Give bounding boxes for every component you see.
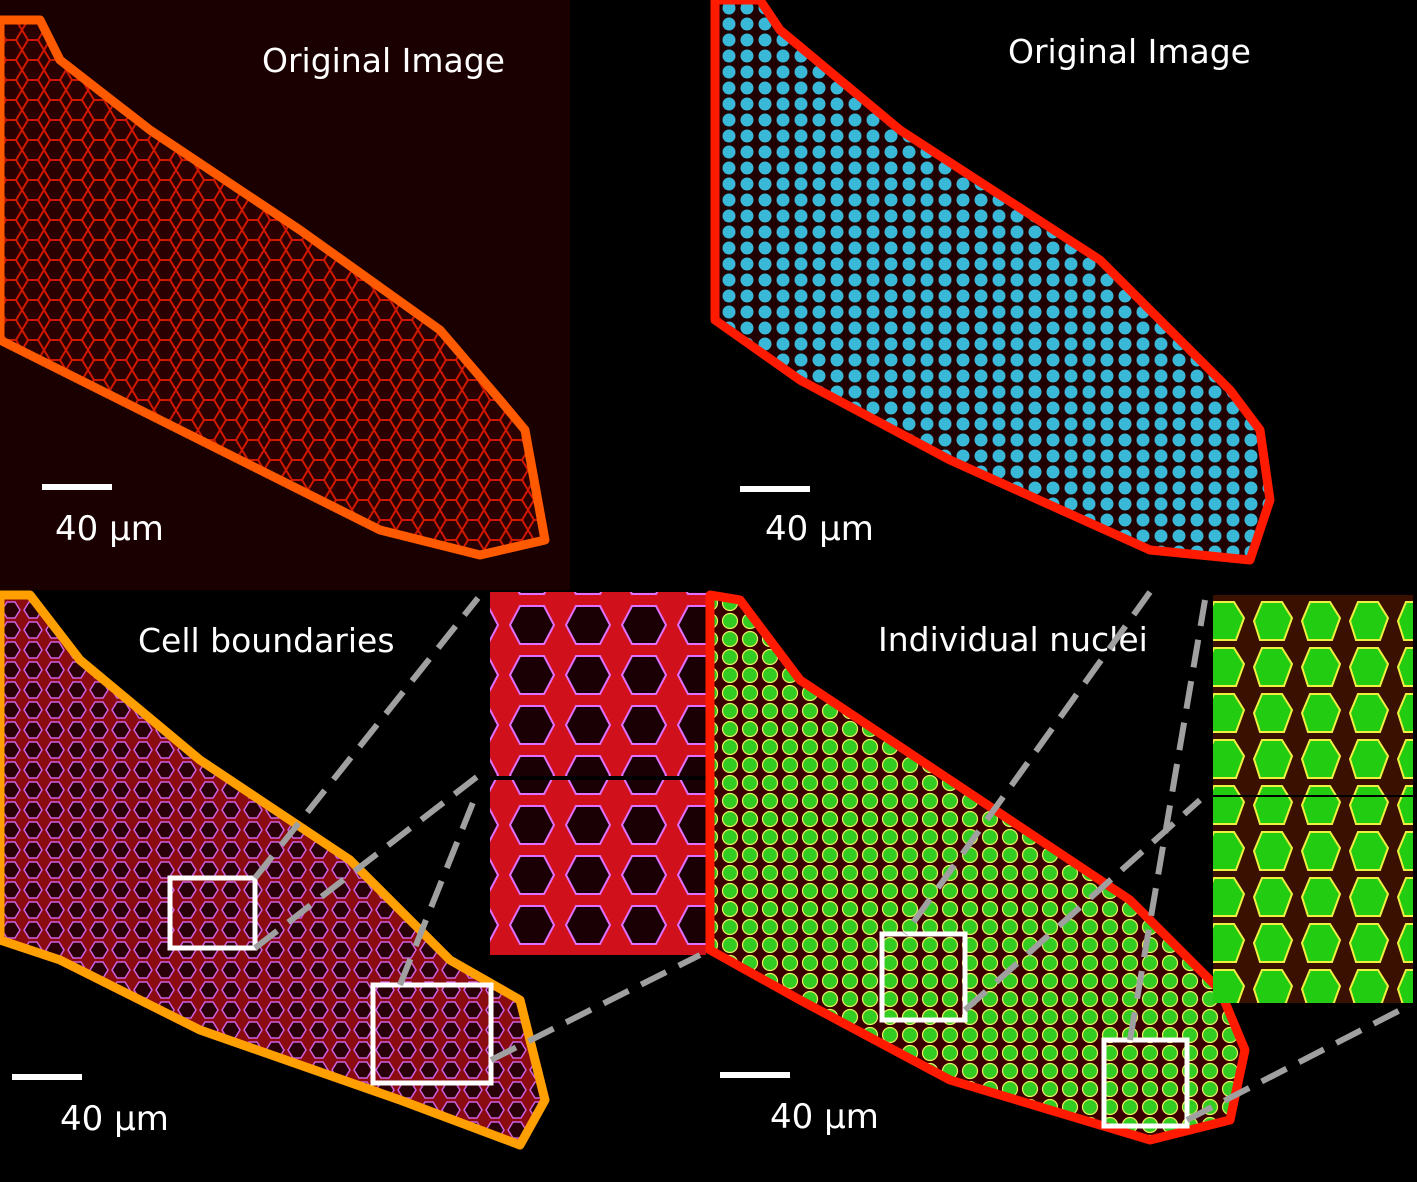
scale-bar-label: 40 μm	[770, 1097, 879, 1137]
panel-original-nuclei: Original Image 40 μm	[710, 0, 1275, 565]
zoom-box	[370, 982, 494, 1086]
panel-cell-boundaries: Cell boundaries 40 μm	[0, 590, 706, 1150]
scale-bar	[740, 486, 810, 492]
zoom-inset-top	[490, 592, 706, 776]
panel-label: Cell boundaries	[138, 621, 395, 660]
dashed-connectors	[252, 596, 702, 1063]
dashed-connectors	[902, 590, 1412, 1123]
scale-bar	[720, 1072, 790, 1078]
panel-label: Individual nuclei	[878, 620, 1148, 659]
scale-bar-label: 40 μm	[55, 509, 164, 549]
scale-bar-label: 40 μm	[765, 509, 874, 549]
zoom-inset-top	[1213, 595, 1413, 795]
panel-original-membrane: Original Image 40 μm	[0, 0, 570, 590]
panel-label: Original Image	[1008, 32, 1251, 71]
scale-bar	[12, 1074, 82, 1080]
zoom-box	[167, 875, 258, 951]
scale-bar	[42, 484, 112, 490]
tissue-membrane-stain	[0, 15, 550, 560]
zoom-inset-bottom	[1213, 797, 1413, 1003]
tissue-segmented-nuclei	[705, 590, 1250, 1145]
scale-bar-label: 40 μm	[60, 1099, 169, 1139]
zoom-box	[1101, 1037, 1190, 1129]
zoom-box	[879, 931, 968, 1023]
tissue-segmented-boundaries	[0, 590, 550, 1150]
tissue-nuclei-stain	[710, 0, 1275, 565]
panel-label: Original Image	[262, 41, 505, 80]
panel-individual-nuclei: Individual nuclei 40 μm	[705, 590, 1413, 1145]
zoom-inset-bottom	[490, 780, 706, 955]
